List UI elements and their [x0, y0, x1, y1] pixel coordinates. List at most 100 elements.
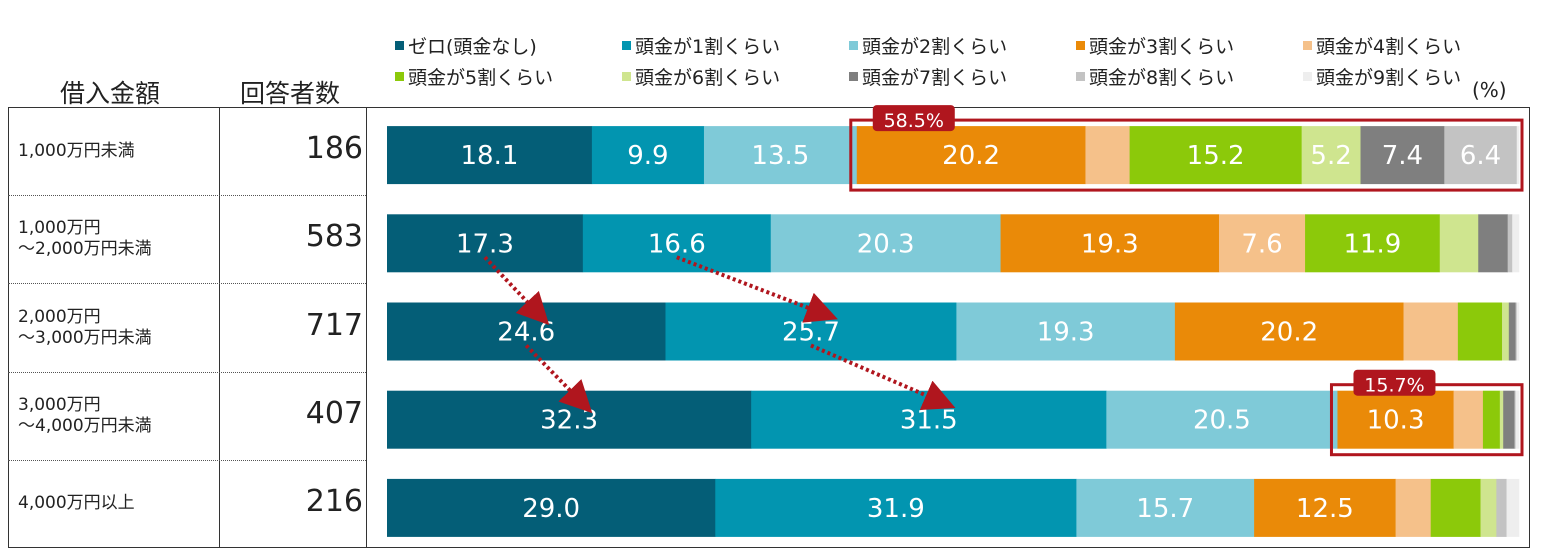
bar-segment: [1106, 390, 1338, 449]
data-label: 5.2: [1310, 141, 1351, 171]
legend-swatch: [622, 72, 631, 81]
data-label: 9.9: [627, 141, 668, 171]
bar-segment: [1453, 390, 1484, 449]
row-label-line: ～2,000万円未満: [18, 239, 152, 260]
data-label: 19.3: [1081, 229, 1139, 259]
bar-segment: [1502, 302, 1510, 361]
data-label: 12.5: [1296, 494, 1354, 524]
legend-swatch: [622, 41, 631, 50]
data-label: 24.6: [497, 318, 555, 348]
bar-segment: [1515, 302, 1518, 361]
data-label: 20.2: [942, 141, 1000, 171]
bar-segment: [1482, 390, 1501, 449]
bar-segment: [1219, 214, 1306, 273]
bar-segment: [1457, 302, 1503, 361]
legend-swatch: [1076, 72, 1085, 81]
bar-segment: [582, 214, 772, 273]
bar-segment: [856, 126, 1086, 185]
bar-segment: [1514, 390, 1516, 449]
legend-item: 頭金が2割くらい: [849, 32, 1007, 59]
data-label: 25.7: [782, 318, 840, 348]
data-label: 15.7: [1136, 494, 1194, 524]
unit-label: (%): [1472, 78, 1507, 102]
row-label-line: 1,000万円未満: [18, 140, 135, 161]
bar-segment: [1499, 390, 1504, 449]
legend-label: ゼロ(頭金なし): [408, 36, 537, 58]
row-label-line: ～3,000万円未満: [18, 327, 152, 348]
bar-segment: [1301, 126, 1361, 185]
row-separator: [8, 283, 366, 285]
bar-segment: [1507, 214, 1513, 273]
legend-label: 頭金が7割くらい: [862, 67, 1008, 89]
bar-segment: [703, 126, 858, 185]
legend-item: 頭金が7割くらい: [849, 63, 1007, 90]
row-label-line: 3,000万円: [18, 394, 101, 415]
row-label: 4,000万円以上: [18, 493, 135, 514]
legend-item: 頭金が1割くらい: [622, 32, 780, 59]
bar-segment: [591, 126, 705, 185]
bar-segment: [1506, 478, 1520, 537]
header-loan-amount: 借入金額: [60, 79, 161, 108]
bar-segment: [387, 126, 593, 185]
trend-arrow: [483, 255, 550, 326]
bar-segment: [1254, 478, 1396, 537]
data-label: 31.5: [900, 406, 958, 436]
legend-item: 頭金が8割くらい: [1076, 63, 1234, 90]
bar-segment: [1337, 390, 1454, 449]
data-label: 16.6: [648, 229, 706, 259]
column-divider-1: [219, 107, 220, 548]
data-label: 10.3: [1367, 406, 1425, 436]
respondent-count: 717: [305, 307, 363, 343]
row-label-line: 2,000万円: [18, 306, 101, 327]
legend-label: 頭金が2割くらい: [862, 36, 1008, 58]
row-label-line: 1,000万円: [18, 218, 101, 239]
bar-segment: [387, 478, 716, 537]
legend-item: 頭金が3割くらい: [1076, 32, 1234, 59]
legend-item: 頭金が4割くらい: [1303, 32, 1461, 59]
legend-item: ゼロ(頭金なし): [395, 32, 537, 59]
data-label: 17.3: [456, 229, 514, 259]
highlight-box: [849, 118, 1524, 192]
row-label-line: ～4,000万円未満: [18, 415, 152, 436]
bar-segment: [1085, 126, 1130, 185]
legend-swatch: [395, 41, 404, 50]
bar-segment: [1503, 390, 1515, 449]
respondent-count: 583: [305, 219, 363, 255]
bar-segment: [1512, 214, 1520, 273]
bar-segment: [1478, 214, 1508, 273]
bar-segment: [387, 214, 584, 273]
callout-label: 15.7%: [1364, 375, 1424, 397]
bar-segment: [1430, 478, 1481, 537]
bar-segment: [770, 214, 1001, 273]
bar-segment: [1076, 478, 1255, 537]
data-label: 7.4: [1382, 141, 1423, 171]
legend-label: 頭金が9割くらい: [1316, 67, 1462, 89]
bar-segment: [1480, 478, 1497, 537]
data-label: 20.5: [1193, 406, 1251, 436]
data-label: 11.9: [1343, 229, 1401, 259]
bar-segment: [1515, 390, 1520, 449]
bar-segment: [1000, 214, 1220, 273]
column-divider-2: [366, 107, 367, 548]
legend-label: 頭金が8割くらい: [1089, 67, 1235, 89]
trend-arrow: [676, 255, 838, 323]
legend-label: 頭金が5割くらい: [408, 67, 554, 89]
bar-segment: [1129, 126, 1302, 185]
bar-segment: [1439, 214, 1479, 273]
data-label: 6.4: [1460, 141, 1501, 171]
header-respondents: 回答者数: [240, 79, 341, 108]
legend-swatch: [1303, 72, 1312, 81]
legend-label: 頭金が4割くらい: [1316, 36, 1462, 58]
data-label: 13.5: [751, 141, 809, 171]
row-label-line: 4,000万円以上: [18, 493, 135, 514]
legend-label: 頭金が1割くらい: [635, 36, 781, 58]
respondent-count: 186: [305, 131, 363, 167]
data-label: 18.1: [461, 141, 519, 171]
legend-swatch: [1076, 41, 1085, 50]
legend-swatch: [1303, 41, 1312, 50]
bar-segment: [1395, 478, 1432, 537]
data-label: 15.2: [1187, 141, 1245, 171]
callout-label: 58.5%: [884, 110, 944, 132]
row-separator: [8, 371, 366, 373]
